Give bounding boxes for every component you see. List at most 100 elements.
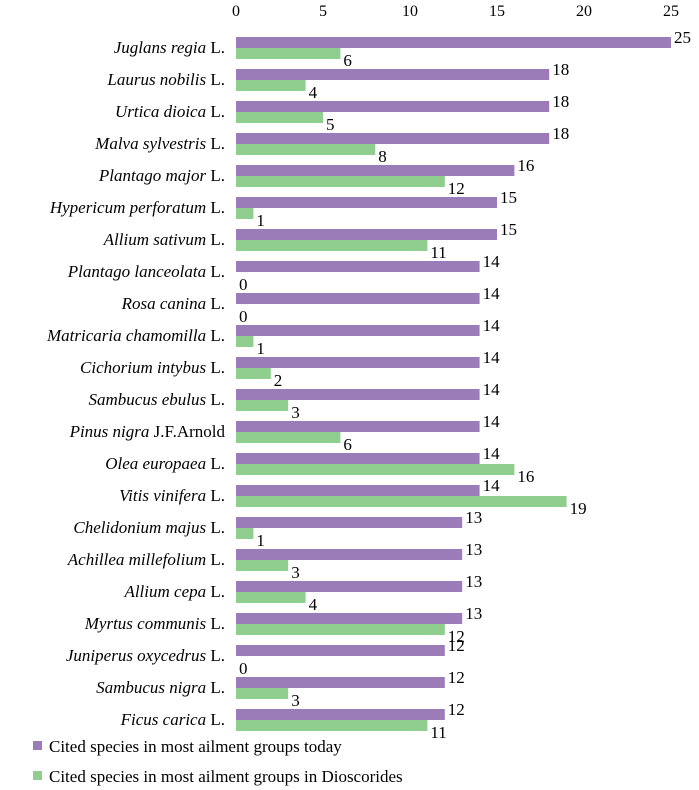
bar-dioscorides — [236, 432, 341, 443]
value-label-today: 14 — [483, 476, 501, 495]
value-label-dioscorides: 8 — [378, 147, 387, 166]
species-author: L. — [206, 294, 225, 313]
value-label-dioscorides: 2 — [274, 371, 283, 390]
bars — [236, 37, 671, 731]
species-name: Olea europaea — [105, 454, 206, 473]
bar-dioscorides — [236, 720, 428, 731]
value-label-today: 14 — [483, 444, 501, 463]
category-label: Ficus carica L. — [120, 710, 225, 729]
bar-today — [236, 613, 463, 624]
value-label-today: 12 — [448, 668, 465, 687]
value-label-dioscorides: 0 — [239, 275, 248, 294]
bar-dioscorides — [236, 336, 254, 347]
species-author: L. — [206, 710, 225, 729]
category-label: Olea europaea L. — [105, 454, 225, 473]
species-author: J.F.Arnold — [149, 422, 225, 441]
legend-swatch-today — [33, 741, 42, 750]
value-label-dioscorides: 4 — [309, 595, 318, 614]
category-label: Sambucus ebulus L. — [89, 390, 225, 409]
category-label: Malva sylvestris L. — [94, 134, 225, 153]
species-author: L. — [206, 262, 225, 281]
bar-dioscorides — [236, 400, 289, 411]
bar-today — [236, 37, 671, 48]
bar-dioscorides — [236, 208, 254, 219]
species-name: Malva sylvestris — [94, 134, 206, 153]
value-label-dioscorides: 0 — [239, 307, 248, 326]
bar-today — [236, 677, 445, 688]
value-label-today: 18 — [552, 124, 569, 143]
species-name: Plantago lanceolata — [67, 262, 206, 281]
legend-label-today: Cited species in most ailment groups tod… — [49, 737, 342, 756]
bar-today — [236, 325, 480, 336]
value-label-today: 12 — [448, 700, 465, 719]
species-author: L. — [206, 134, 225, 153]
species-author: L. — [206, 550, 225, 569]
species-name: Sambucus ebulus — [89, 390, 207, 409]
species-author: L. — [206, 102, 225, 121]
x-tick-label: 20 — [576, 3, 592, 20]
value-label-today: 14 — [483, 316, 501, 335]
species-author: L. — [206, 486, 225, 505]
bar-dioscorides — [236, 560, 289, 571]
legend-swatch-dioscorides — [33, 771, 42, 780]
legend-label-dioscorides: Cited species in most ailment groups in … — [49, 767, 403, 786]
bar-today — [236, 357, 480, 368]
bar-today — [236, 133, 550, 144]
species-name: Achillea millefolium — [67, 550, 206, 569]
value-label-dioscorides: 4 — [309, 83, 318, 102]
value-label-dioscorides: 3 — [291, 691, 300, 710]
category-label: Plantago lanceolata L. — [67, 262, 225, 281]
category-label: Pinus nigra J.F.Arnold — [69, 422, 226, 441]
bar-dioscorides — [236, 592, 306, 603]
bar-today — [236, 645, 445, 656]
species-name: Rosa canina — [121, 294, 207, 313]
category-label: Plantago major L. — [98, 166, 225, 185]
value-label-today: 16 — [517, 156, 534, 175]
species-name: Ficus carica — [120, 710, 206, 729]
species-author: L. — [206, 646, 225, 665]
x-tick-label: 0 — [232, 3, 240, 20]
species-name: Cichorium intybus — [80, 358, 206, 377]
category-label: Laurus nobilis L. — [106, 70, 225, 89]
bar-today — [236, 165, 515, 176]
species-author: L. — [206, 70, 225, 89]
bar-dioscorides — [236, 528, 254, 539]
value-label-today: 14 — [483, 348, 501, 367]
value-label-dioscorides: 11 — [430, 723, 446, 742]
species-author: L. — [206, 198, 225, 217]
bar-today — [236, 389, 480, 400]
species-author: L. — [206, 326, 225, 345]
species-name: Allium cepa — [123, 582, 206, 601]
value-label-dioscorides: 3 — [291, 563, 300, 582]
x-tick-label: 10 — [402, 3, 418, 20]
value-label-today: 14 — [483, 380, 501, 399]
value-label-today: 14 — [483, 412, 501, 431]
bar-dioscorides — [236, 368, 271, 379]
category-label: Vitis vinifera L. — [119, 486, 225, 505]
value-label-dioscorides: 1 — [256, 531, 265, 550]
species-author: L. — [206, 614, 225, 633]
species-author: L. — [206, 390, 225, 409]
bar-dioscorides — [236, 240, 428, 251]
bar-dioscorides — [236, 464, 515, 475]
category-label: Chelidonium majus L. — [73, 518, 225, 537]
value-label-dioscorides: 0 — [239, 659, 248, 678]
value-label-today: 12 — [448, 636, 465, 655]
bar-dioscorides — [236, 688, 289, 699]
bar-today — [236, 261, 480, 272]
bar-today — [236, 517, 463, 528]
x-tick-label: 5 — [319, 3, 327, 20]
species-author: L. — [206, 582, 225, 601]
species-author: L. — [206, 38, 225, 57]
x-axis-ticks: 0 5 10 15 20 25 — [232, 3, 679, 20]
species-name: Juglans regia — [114, 38, 206, 57]
bar-today — [236, 709, 445, 720]
species-name: Chelidonium majus — [73, 518, 206, 537]
species-author: L. — [206, 678, 225, 697]
species-name: Pinus nigra — [69, 422, 150, 441]
category-label: Achillea millefolium L. — [67, 550, 225, 569]
bar-dioscorides — [236, 144, 376, 155]
x-tick-label: 25 — [663, 3, 679, 20]
